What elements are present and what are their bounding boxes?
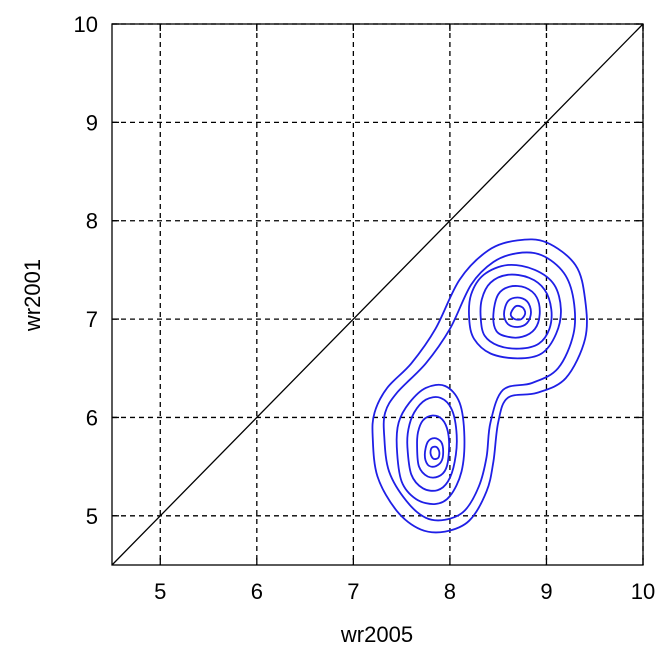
y-axis-label: wr2001 (20, 259, 45, 332)
contour-upper-peak-3 (492, 285, 541, 339)
contour-upper-peak-2 (479, 273, 553, 350)
y-tick-labels: 5 6 7 8 9 10 (74, 12, 98, 529)
y-tick-label: 10 (74, 12, 98, 37)
x-axis-label: wr2005 (340, 622, 413, 645)
contour-upper-peak-5 (509, 304, 527, 321)
x-tick-label: 5 (154, 579, 166, 604)
y-tick-label: 5 (86, 504, 98, 529)
contour-lower-peak-5 (429, 445, 441, 460)
x-tick-label: 10 (631, 579, 655, 604)
y-tick-label: 8 (86, 209, 98, 234)
contour-upper-peak-1 (468, 263, 562, 360)
y-tick-label: 7 (86, 307, 98, 332)
x-tick-label: 9 (540, 579, 552, 604)
x-tick-label: 7 (347, 579, 359, 604)
diagonal-reference-line (111, 23, 644, 566)
plot-frame (111, 23, 644, 566)
contour-outer-level-2 (382, 251, 576, 522)
x-tick-label: 6 (251, 579, 263, 604)
contour-lower-peak-2 (406, 396, 458, 492)
contour-lower-peak-3 (416, 414, 450, 479)
contour-outer-level-1 (371, 238, 588, 534)
contour-lower-peak-1 (395, 383, 466, 505)
contour-upper-peak-4 (503, 296, 532, 328)
y-tick-label: 9 (86, 110, 98, 135)
x-tick-labels: 5 6 7 8 9 10 (154, 579, 655, 604)
contour-lower-peak-4 (423, 437, 445, 468)
tick-marks (112, 23, 644, 565)
x-tick-label: 8 (444, 579, 456, 604)
contour-lines (371, 238, 588, 534)
y-tick-label: 6 (86, 405, 98, 430)
